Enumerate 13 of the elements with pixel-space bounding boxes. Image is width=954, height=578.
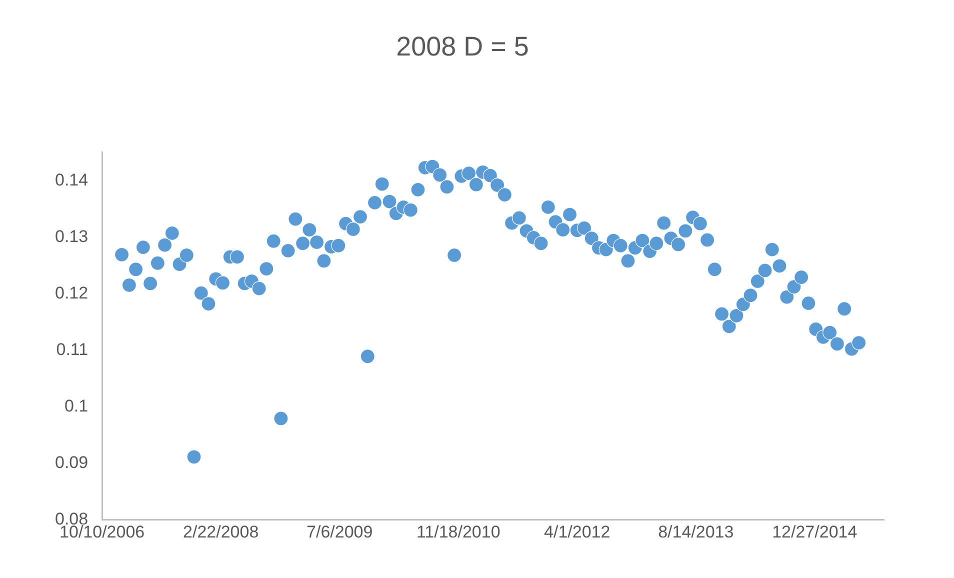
x-tick-label: 8/14/2013 <box>658 522 734 542</box>
x-tick-label: 11/18/2010 <box>416 522 500 542</box>
x-tick-label: 7/6/2009 <box>306 522 373 542</box>
chart-title: 2008 D = 5 <box>396 32 529 62</box>
y-tick-label: 0.09 <box>54 452 88 472</box>
y-tick-label: 0.1 <box>64 396 88 416</box>
y-tick-label: 0.13 <box>54 226 88 246</box>
y-tick-label: 0.14 <box>54 170 88 190</box>
x-tick-label: 4/1/2012 <box>544 522 610 542</box>
x-tick-label: 12/27/2014 <box>772 522 858 542</box>
y-tick-label: 0.12 <box>54 283 88 302</box>
y-tick-label: 0.11 <box>56 340 88 359</box>
x-tick-label: 2/22/2008 <box>183 522 259 542</box>
